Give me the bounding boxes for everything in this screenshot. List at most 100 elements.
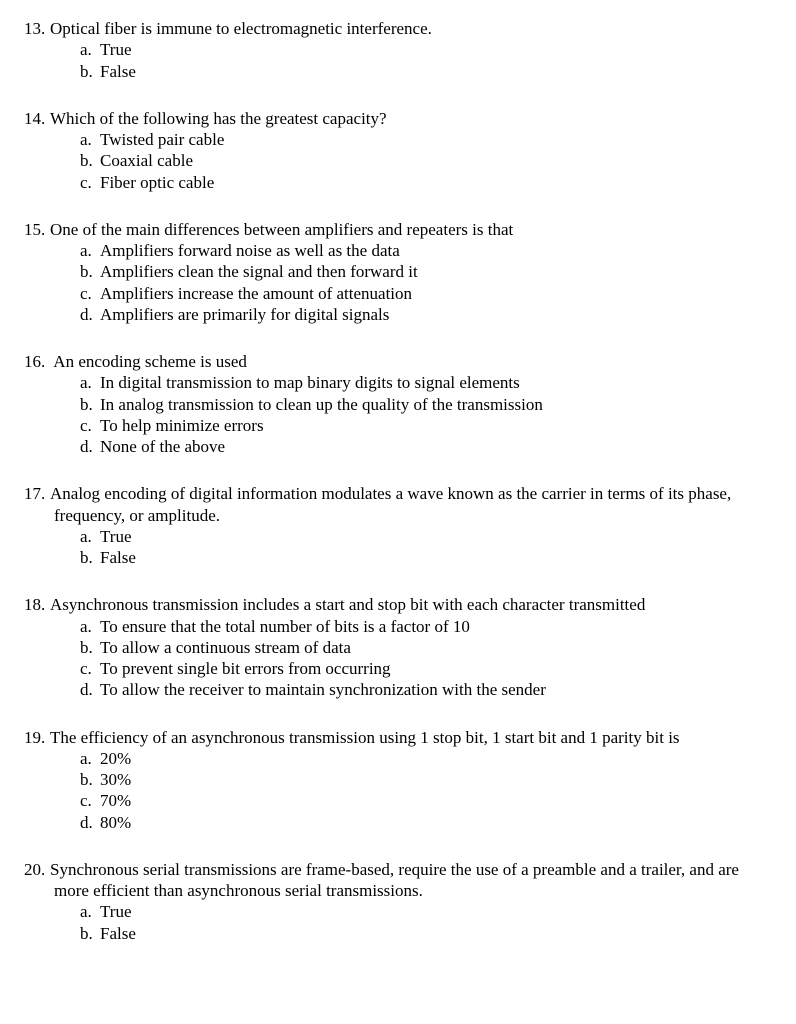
option-text: Amplifiers are primarily for digital sig… [100, 305, 389, 324]
option-text: Amplifiers clean the signal and then for… [100, 262, 418, 281]
option[interactable]: d.Amplifiers are primarily for digital s… [80, 304, 772, 325]
options-list: a.Twisted pair cableb.Coaxial cablec.Fib… [24, 129, 772, 193]
option[interactable]: d.To allow the receiver to maintain sync… [80, 679, 772, 700]
question-number: 18. [24, 594, 50, 615]
option-letter: c. [80, 658, 100, 679]
question-text: One of the main differences between ampl… [50, 220, 513, 239]
option[interactable]: a.20% [80, 748, 772, 769]
option-letter: a. [80, 240, 100, 261]
option[interactable]: b.False [80, 61, 772, 82]
question-number: 20. [24, 859, 50, 880]
question: 20.Synchronous serial transmissions are … [24, 859, 772, 944]
option-letter: b. [80, 150, 100, 171]
question: 19.The efficiency of an asynchronous tra… [24, 727, 772, 833]
question-stem: 14.Which of the following has the greate… [24, 108, 772, 129]
option-text: Fiber optic cable [100, 173, 214, 192]
option-letter: d. [80, 304, 100, 325]
option-text: False [100, 924, 136, 943]
option-text: Amplifiers forward noise as well as the … [100, 241, 400, 260]
question-stem: 16. An encoding scheme is used [24, 351, 772, 372]
option-letter: d. [80, 812, 100, 833]
option-text: True [100, 40, 132, 59]
option-letter: a. [80, 748, 100, 769]
question-stem: 20.Synchronous serial transmissions are … [24, 859, 772, 902]
option-letter: c. [80, 415, 100, 436]
option-text: In analog transmission to clean up the q… [100, 395, 543, 414]
option-text: None of the above [100, 437, 225, 456]
question-text: The efficiency of an asynchronous transm… [50, 728, 680, 747]
option[interactable]: b.False [80, 923, 772, 944]
question-number: 19. [24, 727, 50, 748]
question-number: 13. [24, 18, 50, 39]
option-letter: b. [80, 637, 100, 658]
option-text: To ensure that the total number of bits … [100, 617, 470, 636]
option[interactable]: d.None of the above [80, 436, 772, 457]
option-letter: b. [80, 547, 100, 568]
option[interactable]: c.70% [80, 790, 772, 811]
option[interactable]: c.Fiber optic cable [80, 172, 772, 193]
option-letter: a. [80, 616, 100, 637]
option-letter: a. [80, 372, 100, 393]
question: 15.One of the main differences between a… [24, 219, 772, 325]
option-letter: d. [80, 679, 100, 700]
quiz-container: 13.Optical fiber is immune to electromag… [24, 18, 772, 944]
option[interactable]: b.30% [80, 769, 772, 790]
option[interactable]: c.Amplifiers increase the amount of atte… [80, 283, 772, 304]
question-number: 15. [24, 219, 50, 240]
option[interactable]: c.To help minimize errors [80, 415, 772, 436]
question: 13.Optical fiber is immune to electromag… [24, 18, 772, 82]
option-text: True [100, 902, 132, 921]
option-text: False [100, 548, 136, 567]
options-list: a.Amplifiers forward noise as well as th… [24, 240, 772, 325]
options-list: a.To ensure that the total number of bit… [24, 616, 772, 701]
option[interactable]: a.In digital transmission to map binary … [80, 372, 772, 393]
option[interactable]: a.Twisted pair cable [80, 129, 772, 150]
option[interactable]: a.To ensure that the total number of bit… [80, 616, 772, 637]
option[interactable]: b.Amplifiers clean the signal and then f… [80, 261, 772, 282]
option-letter: c. [80, 283, 100, 304]
option-letter: a. [80, 129, 100, 150]
option[interactable]: a.True [80, 39, 772, 60]
question-stem: 19.The efficiency of an asynchronous tra… [24, 727, 772, 748]
option-letter: a. [80, 901, 100, 922]
option-text: To allow a continuous stream of data [100, 638, 351, 657]
question-stem: 15.One of the main differences between a… [24, 219, 772, 240]
question-text: Analog encoding of digital information m… [50, 484, 731, 524]
option-text: 30% [100, 770, 131, 789]
option[interactable]: a.Amplifiers forward noise as well as th… [80, 240, 772, 261]
option-letter: d. [80, 436, 100, 457]
option-text: Twisted pair cable [100, 130, 224, 149]
option-text: Amplifiers increase the amount of attenu… [100, 284, 412, 303]
option[interactable]: b.In analog transmission to clean up the… [80, 394, 772, 415]
option-letter: a. [80, 526, 100, 547]
question-text: An encoding scheme is used [50, 352, 247, 371]
options-list: a.Trueb.False [24, 901, 772, 944]
option[interactable]: b.To allow a continuous stream of data [80, 637, 772, 658]
option-letter: c. [80, 790, 100, 811]
option[interactable]: b.False [80, 547, 772, 568]
question-number: 17. [24, 483, 50, 504]
options-list: a.20%b.30%c.70%d.80% [24, 748, 772, 833]
options-list: a.In digital transmission to map binary … [24, 372, 772, 457]
option-text: Coaxial cable [100, 151, 193, 170]
option[interactable]: c.To prevent single bit errors from occu… [80, 658, 772, 679]
option-text: 20% [100, 749, 131, 768]
option-letter: b. [80, 61, 100, 82]
question-stem: 13.Optical fiber is immune to electromag… [24, 18, 772, 39]
option-text: To help minimize errors [100, 416, 264, 435]
option-text: To prevent single bit errors from occurr… [100, 659, 391, 678]
question-text: Synchronous serial transmissions are fra… [50, 860, 739, 900]
options-list: a.Trueb.False [24, 526, 772, 569]
question-number: 14. [24, 108, 50, 129]
option-text: True [100, 527, 132, 546]
option-letter: b. [80, 769, 100, 790]
option-letter: b. [80, 394, 100, 415]
option[interactable]: d.80% [80, 812, 772, 833]
option-letter: b. [80, 261, 100, 282]
question-text: Optical fiber is immune to electromagnet… [50, 19, 432, 38]
option-letter: b. [80, 923, 100, 944]
option[interactable]: a.True [80, 901, 772, 922]
option-text: In digital transmission to map binary di… [100, 373, 520, 392]
option[interactable]: b.Coaxial cable [80, 150, 772, 171]
option[interactable]: a.True [80, 526, 772, 547]
